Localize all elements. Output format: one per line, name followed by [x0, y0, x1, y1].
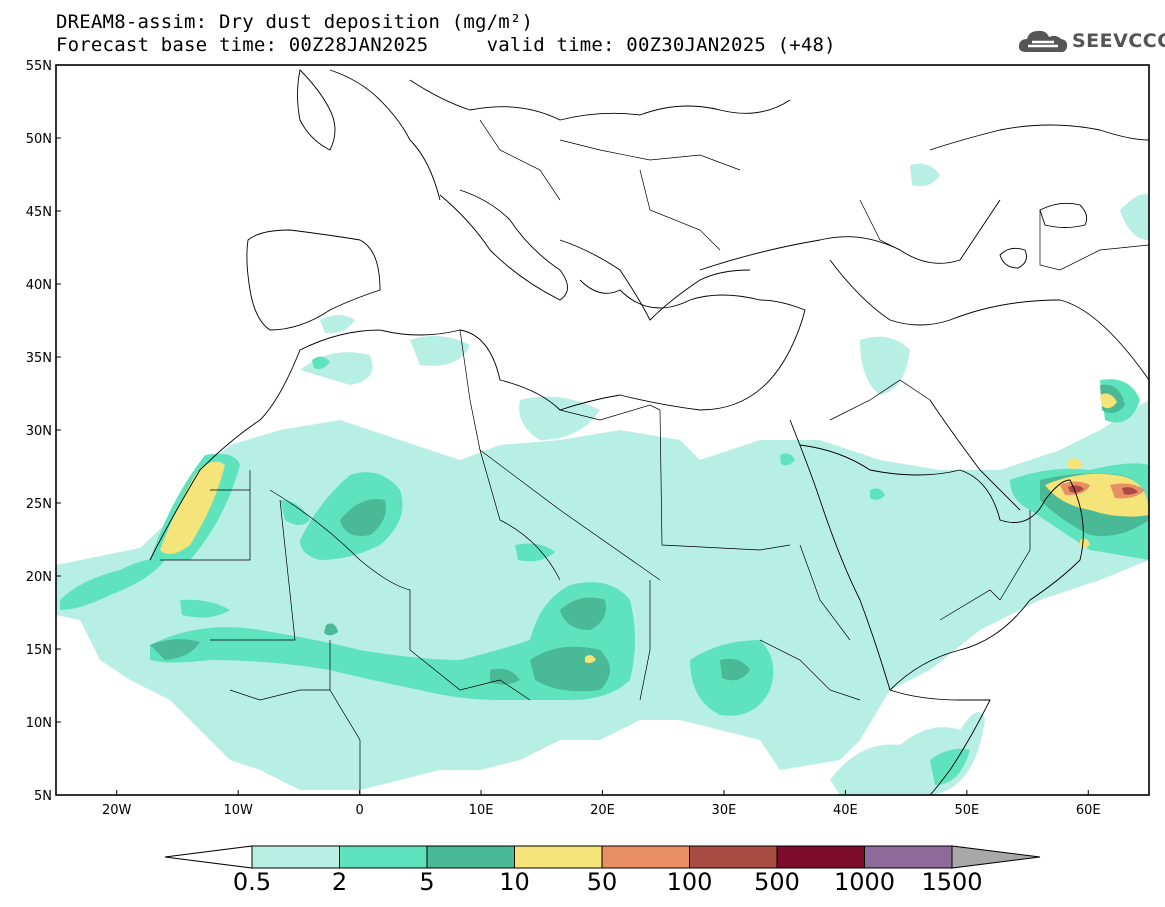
lat-tick-label: 15N	[26, 643, 52, 658]
lat-tick-label: 25N	[26, 497, 52, 512]
legend-label: 50	[586, 868, 618, 896]
legend-swatch	[864, 845, 953, 869]
map-title: DREAM8-assim: Dry dust deposition (mg/m²…	[56, 11, 534, 33]
lon-tick-label: 20W	[102, 803, 132, 818]
lon-tick-label: 0	[355, 803, 363, 818]
legend-swatch	[689, 845, 778, 869]
coastlines	[149, 69, 1149, 795]
legend-label: 1500	[921, 868, 983, 896]
seevccc-logo: SEEVCCC	[1016, 24, 1165, 60]
legend-swatch	[514, 845, 603, 869]
lon-tick-label: 10E	[469, 803, 494, 818]
longitude-axis: 20W 10W 0 10E 20E 30E 40E 50E 60E	[102, 790, 1101, 818]
legend-label: 0.5	[232, 868, 272, 896]
legend-swatch	[601, 845, 690, 869]
lon-tick-label: 30E	[712, 803, 737, 818]
legend-swatch	[776, 845, 865, 869]
lon-tick-label: 50E	[954, 803, 979, 818]
lat-tick-label: 40N	[26, 278, 52, 293]
latitude-axis: 55N 50N 45N 40N 35N 30N 25N 20N 15N 10N 5N	[26, 59, 61, 804]
dust-fields	[56, 69, 1149, 795]
forecast-time-line: Forecast base time: 00Z28JAN2025 valid t…	[56, 34, 836, 56]
legend-label: 1000	[833, 868, 896, 896]
legend-label: 500	[754, 868, 800, 896]
lat-tick-label: 55N	[26, 59, 52, 74]
color-legend	[164, 845, 1041, 869]
legend-swatch	[426, 845, 515, 869]
lat-tick-label: 5N	[34, 789, 52, 804]
lat-tick-label: 45N	[26, 205, 52, 220]
lat-tick-label: 35N	[26, 351, 52, 366]
legend-max-arrow	[951, 845, 1041, 869]
legend-label: 100	[666, 868, 713, 896]
lat-tick-label: 30N	[26, 424, 52, 439]
legend-label: 10	[499, 868, 530, 896]
legend-swatch	[251, 845, 340, 869]
lon-tick-label: 60E	[1076, 803, 1101, 818]
country-borders	[160, 119, 1149, 795]
lat-tick-label: 20N	[26, 570, 52, 585]
logo-text: SEEVCCC	[1072, 30, 1165, 52]
legend-min-arrow	[164, 845, 253, 869]
lat-tick-label: 50N	[26, 132, 52, 147]
lon-tick-label: 20E	[590, 803, 615, 818]
lat-tick-label: 10N	[26, 716, 52, 731]
lon-tick-label: 10W	[223, 803, 253, 818]
legend-label: 2	[331, 868, 348, 896]
legend-swatch	[339, 845, 428, 869]
lon-tick-label: 40E	[833, 803, 858, 818]
cloud-icon	[1018, 30, 1068, 53]
legend-label: 5	[419, 868, 435, 896]
